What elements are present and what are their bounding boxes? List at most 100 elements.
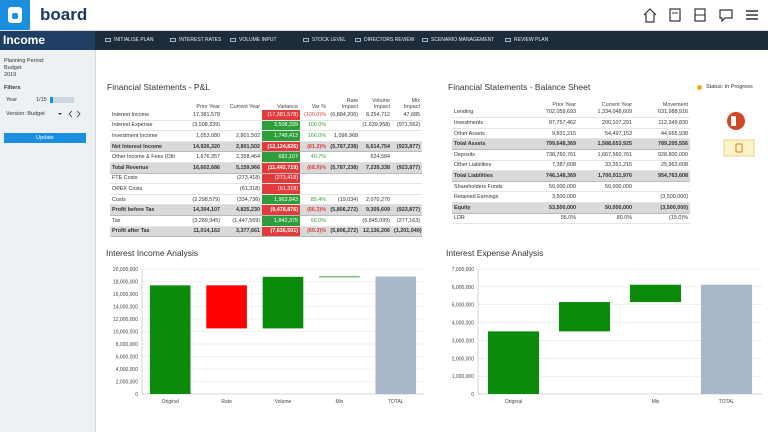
cell: (9,478,876) — [262, 204, 300, 216]
cell: 954,763,608 — [634, 170, 690, 182]
y-tick-label: 2,000,000 — [116, 380, 138, 386]
version-controls[interactable] — [56, 109, 86, 119]
cell: 87,757,462 — [522, 117, 578, 129]
step-arrows[interactable] — [68, 110, 81, 118]
cell: 16,602,686 — [182, 162, 222, 174]
nav-icon — [422, 37, 428, 42]
row-label: Shareholders Funds — [452, 181, 522, 193]
row: Other Assets 9,831,215 54,497,153 44,665,93… — [452, 128, 690, 140]
cell: 50,000,000 — [578, 202, 634, 214]
y-tick-label: 14,000,000 — [113, 305, 138, 311]
row-label: Profit after Tax — [110, 226, 182, 238]
cell — [360, 173, 392, 185]
cell — [392, 151, 422, 163]
row: Net Interest Income 14,926,320 2,801,502 (1… — [110, 141, 422, 153]
cell: 5,159,966 — [222, 162, 262, 174]
row: LDR 95.0% 80.0% (15.0)% — [452, 213, 690, 225]
cell: (5,787,238) — [328, 141, 360, 153]
cell: 200,107,291 — [578, 117, 634, 129]
row-label: Costs — [110, 194, 182, 206]
row: Profit after Tax 11,014,162 3,377,661 (7,63… — [110, 226, 422, 238]
year-slider-handle[interactable] — [50, 97, 53, 103]
cell: 702,059,693 — [522, 107, 578, 119]
cell: 1,334,048,609 — [578, 107, 634, 119]
cell: (5,806,272) — [328, 226, 360, 238]
cell — [328, 120, 360, 132]
cell: (6,884,206) — [328, 110, 360, 121]
cell: 631,988,916 — [634, 107, 690, 119]
bar — [375, 276, 417, 394]
cell: 1,667,560,761 — [578, 149, 634, 161]
x-tick-label: Original — [505, 399, 522, 405]
cell — [328, 215, 360, 227]
cell — [300, 183, 328, 195]
y-tick-label: 16,000,000 — [113, 292, 138, 298]
cell: 12,136,206 — [360, 226, 392, 238]
y-tick-label: 10,000,000 — [113, 330, 138, 336]
x-tick-label: Rate — [221, 399, 232, 405]
nav-item[interactable]: SCENARIO MANAGEMENT — [422, 31, 494, 50]
note-button[interactable] — [723, 139, 755, 157]
cell: 80.0% — [578, 213, 634, 225]
nav-item[interactable]: VOLUME INPUT — [230, 31, 277, 50]
menu-icon[interactable] — [746, 10, 758, 20]
home-icon[interactable] — [643, 8, 657, 23]
sidebar-title: Income — [0, 31, 95, 50]
row-label: OPEX Costs — [110, 183, 182, 195]
cell: (61,318) — [222, 183, 262, 195]
cell: 54,497,153 — [578, 128, 634, 140]
cell: (1,201,040) — [392, 226, 422, 238]
update-button[interactable]: Update — [4, 133, 86, 143]
cell: (3,500,000) — [634, 191, 690, 203]
header-row: Prior Year Current Year Variance Var % Rate … — [110, 98, 422, 110]
export-icons — [723, 112, 755, 157]
balance-title: Financial Statements - Balance Sheet — [448, 82, 591, 92]
cell: 1,676,357 — [182, 151, 222, 163]
cell: (273,418) — [262, 173, 300, 185]
year-slider[interactable] — [50, 97, 74, 103]
cell — [222, 110, 262, 121]
nav-icon — [230, 37, 236, 42]
year-label: Year — [6, 97, 18, 103]
cell: 11,014,162 — [182, 226, 222, 238]
row-label: Total Assets — [452, 138, 522, 150]
row: OPEX Costs (61,318) (61,318) — [110, 183, 422, 195]
row-label: Profit before Tax — [110, 204, 182, 216]
nav-item[interactable]: INTEREST RATES — [170, 31, 221, 50]
filters-label: Filters — [4, 85, 21, 91]
nav-item[interactable]: INITIALISE PLAN — [105, 31, 153, 50]
cell: 9,831,215 — [522, 128, 578, 140]
x-tick-label: Volume — [275, 399, 292, 405]
column-header: Rate Impact — [341, 98, 358, 110]
planning-period-label: Planning Period: — [4, 58, 45, 64]
bar — [700, 284, 753, 394]
planning-period: Budget — [4, 65, 22, 71]
layout-icon[interactable] — [669, 8, 681, 22]
nav-item[interactable]: STOCK LEVEL — [303, 31, 346, 50]
cell: 2,801,502 — [222, 141, 262, 153]
cell — [392, 194, 422, 206]
cell: 1,842,375 — [262, 215, 300, 227]
comment-icon[interactable] — [719, 9, 733, 23]
column-header: Var % — [311, 104, 326, 110]
cell: 50,000,000 — [522, 181, 578, 193]
nav-label: SCENARIO MANAGEMENT — [431, 37, 495, 43]
cell: (923,877) — [392, 141, 422, 153]
dropdown-arrow[interactable] — [58, 113, 62, 115]
sidebar: Income Planning Period: Budget 2019 Filt… — [0, 31, 96, 432]
bar — [206, 285, 247, 329]
row: Shareholders Funds 50,000,000 50,000,000 — [452, 181, 690, 193]
logo-text: board — [40, 5, 88, 24]
cell — [222, 120, 262, 132]
cell: (3,289,945) — [182, 215, 222, 227]
nav-item[interactable]: REVIEW PLAN — [505, 31, 548, 50]
nav-item[interactable]: DIRECTORS REVIEW — [355, 31, 414, 50]
cell: (17,381,578) — [262, 110, 300, 121]
cell: 4,825,230 — [222, 204, 262, 216]
cell: 2,801,502 — [222, 130, 262, 142]
row: FTE Costs (273,418) (273,418) — [110, 173, 422, 185]
cell: (5,806,272) — [328, 204, 360, 216]
x-tick-label: Mix — [652, 399, 660, 405]
cell: 56.0% — [300, 215, 328, 227]
cell — [182, 183, 222, 195]
